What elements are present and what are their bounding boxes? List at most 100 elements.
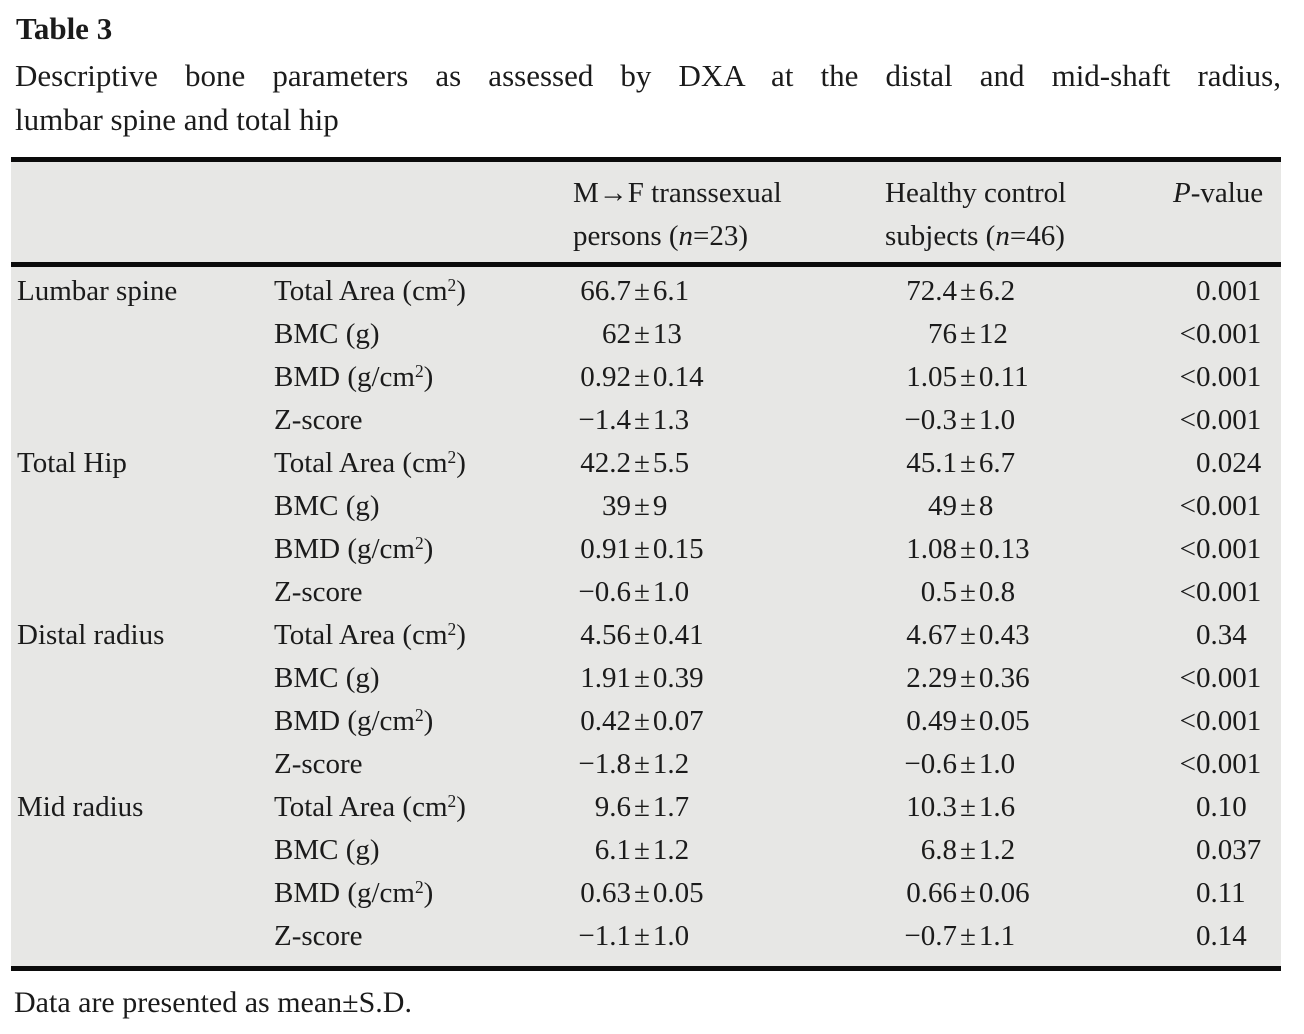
header-rule [11,262,1281,267]
p-value-cell: <0.001 [1173,571,1276,614]
table-caption: Descriptive bone parameters as assessed … [15,54,1281,142]
text-part: BMD (g/cm [274,361,415,393]
text-part: BMC (g) [274,490,380,522]
control-value-cell: 0.49 ±0.05 [879,700,1173,743]
text-part: Total Area (cm [274,275,448,307]
p-value-cell: <0.001 [1173,528,1276,571]
region-label [11,313,268,356]
param-label: BMC (g) [268,829,568,872]
value-sd: 6.2 [978,275,1016,307]
text-part: ) [456,275,466,307]
value-sd: 1.0 [978,748,1016,780]
p-value-cell: 0.14 [1173,915,1276,958]
p-value-cell: <0.001 [1173,356,1276,399]
plus-minus-sign: ± [960,318,976,350]
param-label: BMC (g) [268,657,568,700]
value-mean: 0.66 [906,877,957,909]
p-value-cell: <0.001 [1173,485,1276,528]
less-than-sign: < [1179,404,1196,436]
region-label: Distal radius [17,619,165,651]
mf-value-cell: −1.8 ±1.2 [568,743,879,786]
param-label: Total Area (cm2) [268,442,568,485]
value-sd: 0.36 [978,662,1030,694]
region-label [11,528,268,571]
control-value-cell: 10.3 ±1.6 [879,786,1173,829]
header-line: M→F transsexual [573,172,879,215]
text-part: -value [1190,177,1264,209]
p-number: 0.34 [1196,619,1247,651]
mf-value-cell: −1.4 ±1.3 [568,399,879,442]
region-label [11,657,268,700]
superscript: 2 [447,790,457,811]
text-part: M→F transsexual [573,177,782,209]
control-value-cell: 1.05 ±0.11 [879,356,1173,399]
value-mean: 2.29 [906,662,957,694]
plus-minus-sign: ± [634,318,650,350]
plus-minus-sign: ± [960,275,976,307]
value-mean: 1.08 [906,533,957,565]
plus-minus-sign: ± [634,361,650,393]
less-than-sign: < [1179,361,1196,393]
region-label [11,485,268,528]
less-than-sign: < [1179,490,1196,522]
text-part: ) [456,447,466,479]
value-sd: 1.3 [652,404,690,436]
p-value-cell: <0.001 [1173,399,1276,442]
superscript: 2 [414,704,424,725]
value-sd: 0.06 [978,877,1030,909]
text-part: BMD (g/cm [274,533,415,565]
value-mean: −0.6 [578,576,631,608]
value-mean: 6.1 [594,834,631,866]
value-sd: 5.5 [652,447,690,479]
text-part: ) [423,361,434,393]
text-part: BMD (g/cm [274,705,415,737]
italic-text: P [1173,177,1191,209]
plus-minus-sign: ± [960,834,976,866]
value-sd: 8 [978,490,994,522]
plus-minus-sign: ± [960,791,976,823]
value-sd: 0.11 [978,361,1029,393]
less-than-sign: < [1179,576,1196,608]
superscript: 2 [414,532,424,553]
region-label [11,399,268,442]
value-mean: 0.5 [920,576,957,608]
table-row: BMC (g) 6.1 ±1.2 6.8 ±1.2 0.037 [11,829,1281,872]
control-value-cell: 6.8 ±1.2 [879,829,1173,872]
plus-minus-sign: ± [960,404,976,436]
region-label [11,829,268,872]
text-part: ) [456,791,466,823]
value-mean: 6.8 [920,834,957,866]
value-mean: 72.4 [906,275,957,307]
value-sd: 1.2 [978,834,1016,866]
plus-minus-sign: ± [960,490,976,522]
value-mean: 9.6 [594,791,631,823]
plus-minus-sign: ± [960,662,976,694]
plus-minus-sign: ± [960,361,976,393]
region-label: Total Hip [17,447,127,479]
mf-value-cell: 0.63 ±0.05 [568,872,879,915]
text-part: BMD (g/cm [274,877,415,909]
table-row: Z-score −1.1 ±1.0 −0.7 ±1.1 0.14 [11,915,1281,958]
text-part: ) [423,877,434,909]
table-row: Lumbar spine Total Area (cm2) 66.7 ±6.1 72.4… [11,270,1281,313]
p-number: 0.037 [1196,834,1262,866]
param-label: Z-score [268,915,568,958]
plus-minus-sign: ± [634,705,650,737]
less-than-sign: < [1179,533,1196,565]
p-number: 0.001 [1196,275,1262,307]
value-sd: 1.0 [978,404,1016,436]
value-sd: 12 [978,318,1008,350]
table-row: BMD (g/cm2) 0.92 ±0.14 1.05 ±0.11 <0.001 [11,356,1281,399]
less-than-sign: < [1179,705,1196,737]
superscript: 2 [414,876,424,897]
mf-value-cell: 39 ±9 [568,485,879,528]
value-sd: 1.1 [978,920,1016,952]
control-value-cell: 45.1 ±6.7 [879,442,1173,485]
mf-value-cell: 1.91 ±0.39 [568,657,879,700]
plus-minus-sign: ± [634,748,650,780]
plus-minus-sign: ± [960,576,976,608]
p-number: 0.10 [1196,791,1247,823]
mf-value-cell: −1.1 ±1.0 [568,915,879,958]
region-label [11,356,268,399]
text-part: ) [456,619,466,651]
